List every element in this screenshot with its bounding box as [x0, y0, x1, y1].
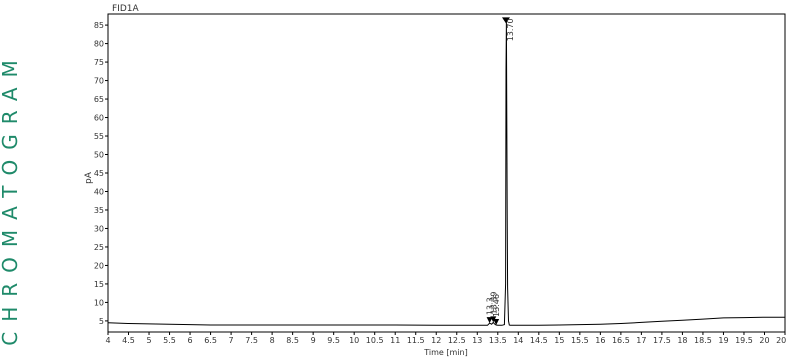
x-axis: 4 4.5 5 5.5 6 6.5 7 7.5 8 8.5 9 9.5 10 10.5 11 11.5 12 12… [105, 332, 787, 345]
x-tick-label: 16 [595, 336, 605, 345]
y-tick-label: 5 [99, 317, 104, 326]
y-tick-label: 25 [94, 243, 104, 252]
x-tick-label: 11.5 [407, 336, 425, 345]
x-tick-label: 9 [311, 336, 316, 345]
x-tick-label: 17.5 [653, 336, 671, 345]
x-tick-label: 11 [390, 336, 400, 345]
peak-marker [493, 318, 500, 325]
x-tick-label: 19.5 [735, 336, 753, 345]
y-tick-label: 80 [94, 40, 104, 49]
y-tick-label: 85 [94, 21, 104, 30]
y-tick-label: 65 [94, 95, 104, 104]
x-tick-label: 10 [349, 336, 359, 345]
x-tick-label: 12 [431, 336, 441, 345]
x-tick-label: 17 [636, 336, 646, 345]
x-tick-label: 15 [554, 336, 564, 345]
peak-label: 13.39 [489, 291, 498, 314]
x-tick-label: 5 [146, 336, 151, 345]
x-tick-label: 7.5 [245, 336, 258, 345]
peak-label: 13.3 [486, 297, 495, 315]
x-tick-label: 13 [472, 336, 482, 345]
x-tick-label: 4.5 [122, 336, 135, 345]
y-axis: 5 10 15 20 25 30 35 40 45 50 55 60 65 70 75 80 85 [94, 21, 108, 326]
plot-frame [107, 13, 786, 333]
peak-marker [501, 17, 510, 24]
x-tick-label: 16.5 [612, 336, 630, 345]
peak-label: 13.70 [506, 18, 515, 41]
side-banner-label: CHROMATOGRAM [0, 50, 22, 346]
x-tick-label: 20.5 [776, 336, 787, 345]
x-tick-label: 18 [677, 336, 687, 345]
detector-title: FID1A [112, 4, 139, 14]
x-tick-label: 9.5 [327, 336, 340, 345]
side-banner: CHROMATOGRAM [0, 50, 22, 346]
x-tick-label: 10.5 [366, 336, 384, 345]
y-tick-label: 70 [94, 77, 104, 86]
x-tick-label: 14 [513, 336, 523, 345]
peak-marker [490, 316, 497, 323]
x-tick-label: 19 [718, 336, 728, 345]
peak-label: 13.46 [492, 294, 501, 317]
x-tick-label: 4 [105, 336, 110, 345]
x-tick-label: 5.5 [163, 336, 176, 345]
y-axis-label: pA [84, 171, 94, 184]
y-tick-label: 35 [94, 206, 104, 215]
signal-trace [107, 21, 785, 326]
x-tick-label: 12.5 [448, 336, 466, 345]
y-tick-label: 55 [94, 132, 104, 141]
y-tick-label: 20 [94, 261, 104, 270]
x-tick-label: 20 [759, 336, 769, 345]
y-tick-label: 50 [94, 151, 104, 160]
x-tick-label: 7 [229, 336, 234, 345]
x-tick-label: 15.5 [571, 336, 589, 345]
x-tick-label: 8.5 [286, 336, 299, 345]
x-tick-label: 14.5 [530, 336, 548, 345]
x-tick-label: 6 [188, 336, 193, 345]
y-tick-label: 60 [94, 114, 104, 123]
y-tick-label: 15 [94, 280, 104, 289]
y-tick-label: 45 [94, 169, 104, 178]
x-axis-label: Time [min] [423, 348, 467, 357]
peak-marker [486, 317, 493, 324]
y-tick-label: 30 [94, 224, 104, 233]
y-tick-label: 75 [94, 58, 104, 67]
x-tick-label: 13.5 [489, 336, 507, 345]
x-tick-label: 8 [270, 336, 275, 345]
x-tick-label: 18.5 [694, 336, 712, 345]
y-tick-label: 40 [94, 187, 104, 196]
y-tick-label: 10 [94, 298, 104, 307]
x-tick-label: 6.5 [204, 336, 217, 345]
